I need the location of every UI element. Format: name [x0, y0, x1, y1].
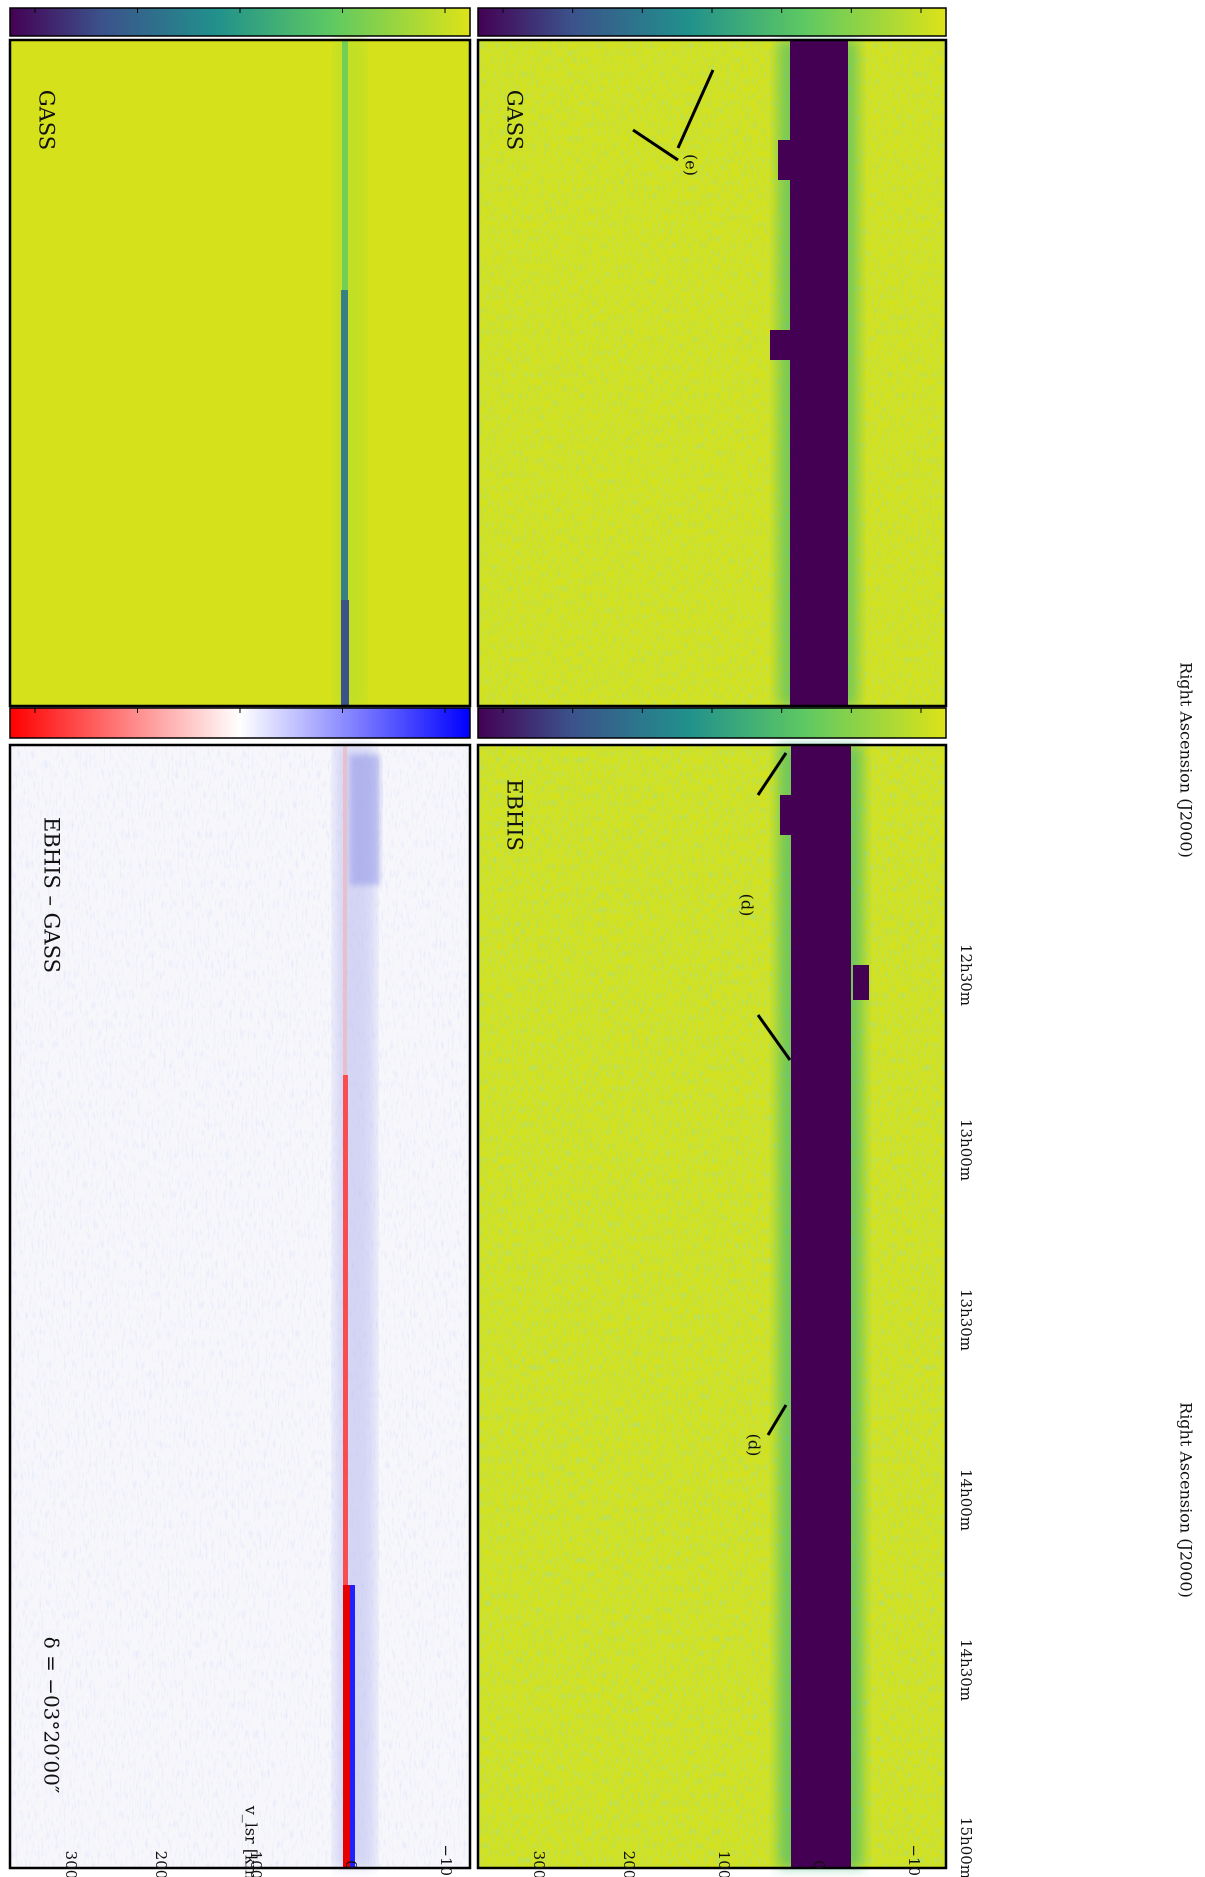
velocity-tick-label: 0	[810, 1860, 828, 1870]
emission-clump	[770, 330, 792, 360]
panel-gass-top: GASS	[8, 38, 472, 708]
panel-title: GASS	[35, 90, 59, 150]
annotation-line	[756, 752, 788, 796]
colorbar-ebhis	[477, 707, 947, 739]
panel-title: EBHIS – GASS	[40, 817, 64, 973]
emission-saturated	[791, 745, 851, 1868]
panel-frame	[8, 38, 472, 708]
annotation-label: (d)	[745, 1434, 764, 1457]
panel-ebhis: EBHIS (d) (d)	[476, 743, 948, 1870]
residual-blue-peak	[350, 1585, 355, 1868]
panel-diff: EBHIS – GASS δ = −03°20′00″	[8, 743, 472, 1870]
x-axis-title: Right Ascension (J2000)	[1177, 662, 1196, 858]
annotation-label: (d)	[738, 894, 757, 917]
annotation-line	[756, 1014, 792, 1061]
colorbar-diff	[9, 707, 471, 739]
ra-tick-label: 13h00m	[957, 1119, 975, 1181]
residual-red	[343, 1075, 348, 1868]
annotation-label: (e)	[682, 154, 701, 176]
panel-noise	[478, 745, 946, 1868]
velocity-tick-label: 300	[530, 1851, 548, 1877]
panel-gass-bottom: GASS (e)	[476, 38, 948, 708]
velocity-tick-label: −100	[437, 1844, 455, 1877]
ra-tick-label: 12h30m	[957, 944, 975, 1006]
x-axis-title: Right Ascension (J2000)	[1177, 1402, 1196, 1598]
panel-title: GASS	[503, 90, 527, 150]
velocity-tick-label: 200	[620, 1851, 638, 1877]
velocity-tick-label: 0	[342, 1860, 360, 1870]
emission-saturated	[790, 40, 848, 706]
y-axis-title: v_lsr [km s⁻¹]	[242, 1805, 261, 1877]
emission-clump	[780, 795, 798, 835]
panel-noise	[478, 40, 946, 706]
velocity-tick-label: 100	[247, 1851, 265, 1877]
emission-clump	[853, 965, 869, 1000]
panel-frame	[8, 743, 472, 1870]
panel-frame	[476, 743, 948, 1870]
emission-ridge-strong	[341, 290, 348, 706]
velocity-tick-label: 300	[62, 1851, 80, 1877]
ra-tick-label: 15h00m	[957, 1817, 975, 1877]
ra-tick-label: 14h30m	[957, 1639, 975, 1701]
annotation-line	[676, 69, 715, 149]
declination-label: δ = −03°20′00″	[40, 1637, 64, 1794]
annotation-line	[766, 1404, 788, 1436]
panel-noise	[10, 745, 470, 1868]
velocity-tick-label: 200	[152, 1851, 170, 1877]
colorbar-gass-bottom	[477, 7, 947, 37]
panel-background	[10, 40, 470, 706]
emission-halo	[335, 40, 365, 706]
ra-tick-label: 13h30m	[957, 1289, 975, 1351]
velocity-tick-label: 100	[715, 1851, 733, 1877]
emission-clump	[778, 140, 800, 180]
residual-blob	[350, 755, 380, 885]
ra-tick-label: 14h00m	[957, 1469, 975, 1531]
residual-red-peak	[343, 1585, 350, 1868]
panel-frame	[476, 38, 948, 708]
annotation-line	[632, 128, 679, 162]
panel-title: EBHIS	[503, 779, 527, 851]
emission-ridge-peak	[341, 600, 349, 706]
colorbar-gass-top	[9, 7, 471, 37]
velocity-tick-label: −100	[905, 1844, 923, 1877]
